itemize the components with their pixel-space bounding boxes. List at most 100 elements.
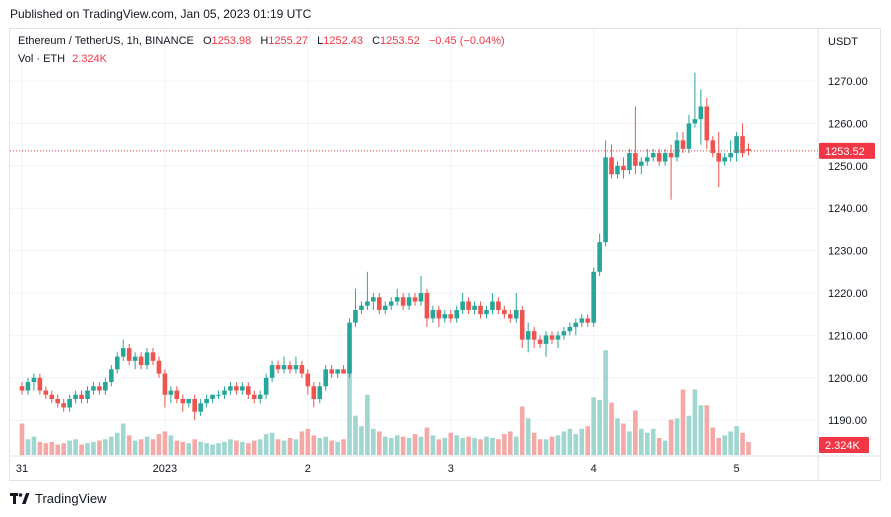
- volume-label: Vol · ETH: [18, 53, 66, 65]
- price-tick-label: 1210.00: [828, 330, 868, 342]
- candle-body: [644, 157, 650, 162]
- volume-bar: [281, 440, 287, 455]
- candle-body: [210, 394, 215, 399]
- volume-bar: [275, 439, 281, 455]
- volume-bar: [436, 439, 442, 455]
- volume-bar: [251, 440, 257, 455]
- volume-bar: [234, 440, 239, 455]
- currency-label: USDT: [828, 36, 858, 48]
- candle-body: [275, 365, 281, 370]
- candle-body: [198, 403, 203, 412]
- candle-body: [49, 394, 55, 399]
- candle-body: [371, 297, 376, 302]
- candle-body: [156, 360, 162, 374]
- candle-body: [692, 119, 698, 124]
- candle-body: [472, 305, 477, 310]
- volume-bar: [513, 436, 519, 455]
- candle-body: [144, 352, 150, 366]
- candle-body: [621, 165, 626, 171]
- volume-bar: [454, 435, 460, 455]
- volume-bar: [293, 439, 299, 455]
- candle-body: [388, 301, 394, 306]
- volume-bar: [240, 441, 245, 455]
- candle-body: [162, 373, 168, 395]
- volume-bar: [555, 435, 561, 455]
- candle-body: [365, 301, 370, 306]
- candle-body: [639, 161, 644, 166]
- candle-body: [436, 309, 442, 319]
- volume-bar: [728, 431, 733, 455]
- candle-body: [686, 123, 692, 149]
- candle-body: [454, 309, 460, 319]
- candle-body: [603, 157, 608, 243]
- volume-bar: [97, 440, 102, 455]
- price-tick-label: 1200.00: [828, 373, 868, 385]
- candle-body: [126, 348, 132, 361]
- candle-body: [281, 365, 287, 370]
- volume-bar: [341, 439, 346, 455]
- volume-bar: [484, 436, 489, 455]
- candle-body: [347, 322, 352, 374]
- volume-bar: [109, 436, 114, 455]
- candle-body: [359, 305, 364, 310]
- candle-body: [490, 301, 495, 310]
- candle-body: [513, 309, 519, 319]
- volume-bar: [615, 418, 620, 455]
- volume-bar: [329, 440, 334, 455]
- tradingview-logo-icon: [10, 492, 30, 504]
- volume-bar: [609, 402, 614, 455]
- volume-bar: [656, 437, 662, 455]
- volume-bar: [377, 431, 382, 455]
- candle-body: [168, 390, 174, 395]
- candle-body: [19, 386, 25, 391]
- candle-body: [567, 326, 573, 332]
- candle-body: [555, 335, 561, 340]
- volume-bar: [466, 436, 471, 455]
- volume-bar: [424, 427, 430, 455]
- volume-bar: [91, 441, 96, 455]
- volume-bar: [519, 406, 525, 455]
- high-label: H: [260, 35, 269, 47]
- volume-bar: [174, 440, 180, 455]
- candle-body: [293, 365, 299, 370]
- volume-bar: [263, 434, 269, 455]
- volume-bar: [680, 389, 686, 455]
- candle-body: [740, 136, 745, 154]
- candle-body: [585, 318, 591, 323]
- price-tick-label: 1250.00: [828, 161, 868, 173]
- volume-bar: [746, 441, 751, 455]
- volume-bar: [644, 432, 650, 455]
- candle-body: [734, 136, 739, 154]
- candle-body: [55, 399, 61, 404]
- volume-bar: [531, 432, 537, 455]
- chart-frame: [9, 28, 881, 481]
- volume-bar: [716, 437, 722, 455]
- price-tick-label: 1220.00: [828, 288, 868, 300]
- candle-body: [97, 386, 102, 391]
- volume-bar: [43, 443, 49, 455]
- candle-body: [79, 394, 84, 399]
- candle-body: [424, 293, 430, 319]
- volume-bar: [561, 431, 567, 455]
- volume-bar: [692, 389, 698, 455]
- volume-bar: [186, 443, 192, 455]
- volume-bar: [472, 437, 477, 455]
- volume-bar: [19, 423, 25, 455]
- candle-body: [597, 242, 602, 272]
- price-tick-label: 1190.00: [828, 415, 867, 427]
- volume-bar: [537, 439, 543, 455]
- volume-bar: [740, 432, 745, 455]
- symbol-title: Ethereum / TetherUS, 1h, BINANCE: [18, 35, 194, 47]
- candle-body: [466, 301, 471, 310]
- candle-body: [382, 305, 388, 310]
- volume-bar: [591, 397, 596, 455]
- candle-body: [174, 390, 180, 399]
- candle-body: [67, 399, 72, 408]
- volume-bar: [216, 443, 221, 455]
- volume-bar: [567, 428, 573, 455]
- candle-body: [573, 322, 579, 327]
- candle-body: [525, 331, 531, 340]
- volume-bar: [400, 436, 406, 455]
- tradingview-brand[interactable]: TradingView: [10, 491, 107, 506]
